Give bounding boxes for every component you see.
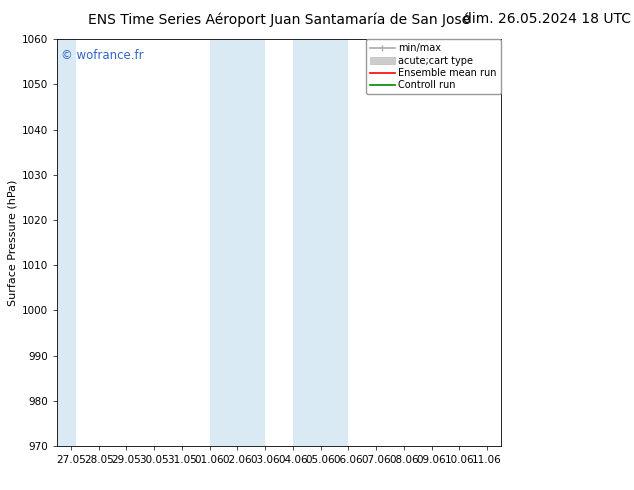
Text: © wofrance.fr: © wofrance.fr xyxy=(61,49,144,62)
Text: dim. 26.05.2024 18 UTC: dim. 26.05.2024 18 UTC xyxy=(463,12,631,26)
Legend: min/max, acute;cart type, Ensemble mean run, Controll run: min/max, acute;cart type, Ensemble mean … xyxy=(366,39,501,94)
Bar xyxy=(210,39,265,446)
Y-axis label: Surface Pressure (hPa): Surface Pressure (hPa) xyxy=(8,179,18,306)
Text: ENS Time Series Aéroport Juan Santamaría de San José: ENS Time Series Aéroport Juan Santamaría… xyxy=(88,12,470,27)
Bar xyxy=(293,39,348,446)
Bar xyxy=(57,39,77,446)
